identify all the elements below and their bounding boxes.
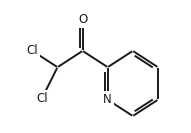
Text: O: O (78, 13, 87, 26)
Text: N: N (103, 93, 112, 106)
Text: Cl: Cl (27, 44, 38, 57)
Text: Cl: Cl (36, 92, 48, 105)
